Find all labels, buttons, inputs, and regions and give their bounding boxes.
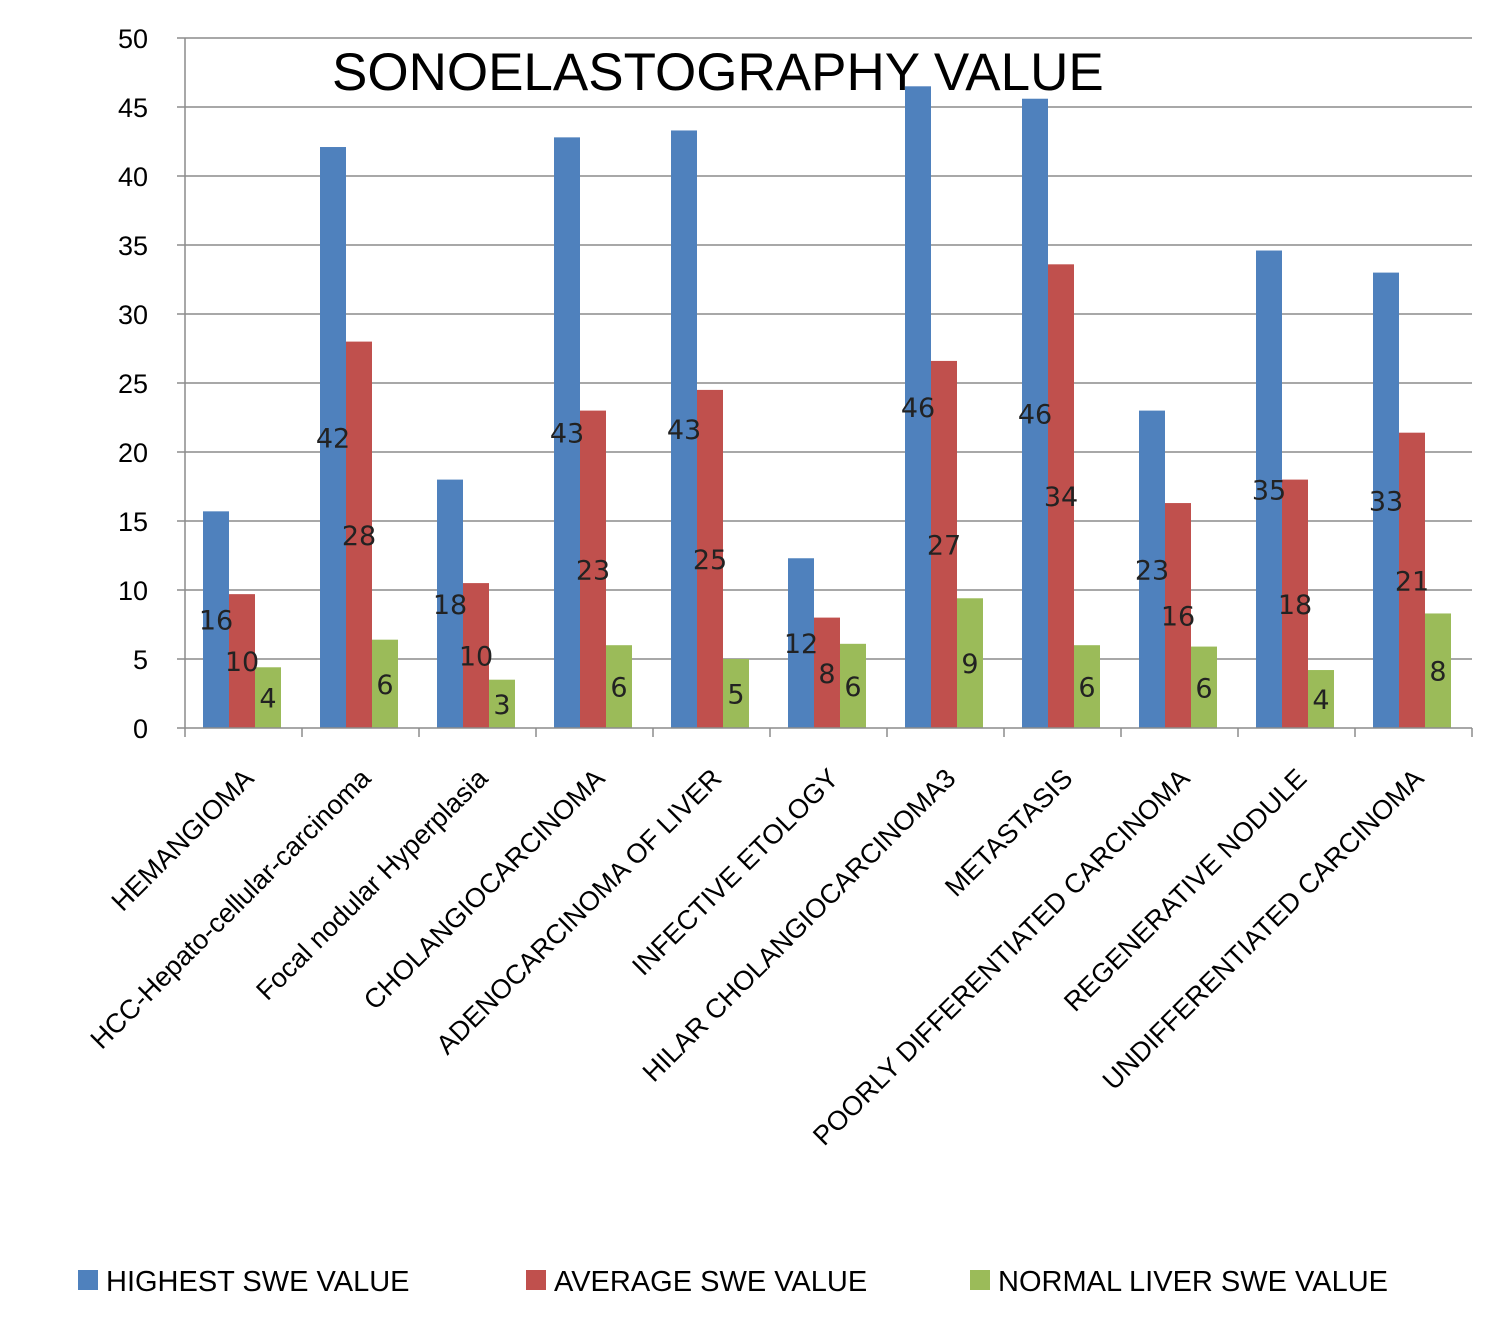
data-label: 10: [225, 647, 259, 678]
bar: [320, 147, 346, 728]
data-label: 16: [1161, 602, 1195, 633]
data-label: 6: [1195, 673, 1212, 704]
bar: [372, 639, 398, 728]
bar: [1256, 250, 1282, 728]
bar: [1308, 670, 1334, 728]
legend-label: HIGHEST SWE VALUE: [106, 1266, 410, 1298]
bar: [554, 137, 580, 729]
bar: [1373, 272, 1399, 728]
data-label: 25: [693, 545, 727, 576]
bar: [671, 130, 697, 728]
data-label: 10: [459, 642, 493, 673]
data-label: 46: [901, 393, 935, 424]
x-category-label: CHOLANGIOCARCINOMA: [358, 763, 610, 1015]
data-label: 28: [342, 521, 376, 552]
data-label: 6: [376, 670, 393, 701]
bar: [1048, 264, 1074, 728]
data-label: 3: [493, 690, 510, 721]
data-label: 8: [818, 659, 835, 690]
bar: [1425, 613, 1451, 728]
data-label: 6: [1078, 673, 1095, 704]
bar: [203, 511, 229, 728]
bar: [1074, 645, 1100, 728]
bars: [203, 86, 1451, 729]
data-label: 5: [727, 680, 744, 711]
data-label: 21: [1395, 566, 1429, 597]
y-tick-label: 0: [133, 714, 148, 744]
data-label: 46: [1018, 399, 1052, 430]
data-label: 6: [844, 672, 861, 703]
data-label: 42: [316, 424, 350, 455]
bar: [697, 389, 723, 728]
data-label: 4: [259, 684, 276, 715]
data-label: 23: [1135, 555, 1169, 586]
bar: [437, 479, 463, 728]
data-label: 9: [961, 649, 978, 680]
y-tick-label: 15: [118, 507, 148, 537]
bar: [1165, 503, 1191, 728]
y-tick-label: 35: [118, 231, 148, 261]
data-label: 43: [667, 415, 701, 446]
y-tick-label: 10: [118, 576, 148, 606]
bar: [580, 410, 606, 728]
bar: [229, 594, 255, 728]
y-tick-label: 5: [133, 645, 148, 675]
data-label: 8: [1429, 657, 1446, 688]
y-tick-label: 45: [118, 93, 148, 123]
data-label: 12: [784, 629, 818, 660]
x-category-label: REGENERATIVE NODULE: [1058, 763, 1312, 1017]
bar: [723, 659, 749, 728]
data-label: 6: [610, 673, 627, 704]
bar: [1399, 432, 1425, 728]
legend-swatch: [970, 1270, 990, 1290]
data-label: 4: [1312, 685, 1329, 716]
bar: [814, 617, 840, 728]
bar: [1139, 410, 1165, 728]
legend-label: AVERAGE SWE VALUE: [554, 1266, 867, 1298]
y-tick-label: 50: [118, 24, 148, 54]
bar: [840, 643, 866, 728]
legend-swatch: [78, 1270, 98, 1290]
data-label: 23: [576, 555, 610, 586]
bar: [905, 86, 931, 729]
x-category-label: Focal nodular Hyperplasia: [250, 762, 494, 1006]
bar: [255, 667, 281, 728]
y-tick-label: 20: [118, 438, 148, 468]
y-tick-label: 30: [118, 300, 148, 330]
y-tick-label: 40: [118, 162, 148, 192]
bar: [1022, 98, 1048, 729]
legend-swatch: [526, 1270, 546, 1290]
data-label: 33: [1369, 486, 1403, 517]
data-label: 43: [550, 419, 584, 450]
data-label: 27: [927, 530, 961, 561]
legend-label: NORMAL LIVER SWE VALUE: [998, 1266, 1388, 1298]
bar: [931, 360, 957, 728]
chart-title: SONOELASTOGRAPHY VALUE: [332, 43, 1104, 102]
bar: [489, 679, 515, 728]
data-label: 16: [199, 606, 233, 637]
bar: [1282, 479, 1308, 728]
data-label: 35: [1252, 475, 1286, 506]
data-label: 18: [433, 590, 467, 621]
gridlines: [185, 37, 1472, 660]
bar: [788, 558, 814, 728]
legend: HIGHEST SWE VALUE AVERAGE SWE VALUE NORMAL…: [78, 1266, 1388, 1298]
x-category-label: INFECTIVE ETOLOGY: [626, 763, 844, 981]
y-tick-label: 25: [118, 369, 148, 399]
bar: [957, 598, 983, 728]
data-label: 34: [1044, 482, 1078, 513]
bar: [463, 583, 489, 728]
bar: [346, 341, 372, 728]
bar: [1191, 646, 1217, 728]
bar: [606, 645, 632, 728]
data-label: 18: [1278, 590, 1312, 621]
